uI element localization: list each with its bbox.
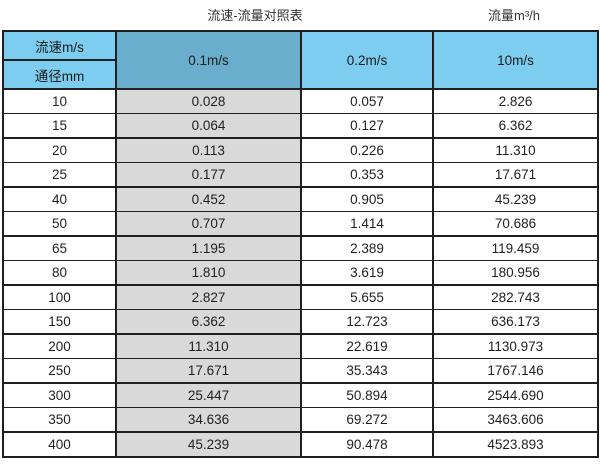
table-body: 10 0.028 0.057 2.826 15 0.064 0.127 6.36… bbox=[2, 88, 599, 458]
flow-value-0-1ms-cell: 11.310 bbox=[115, 333, 302, 359]
flow-value-0-1ms-cell: 2.827 bbox=[115, 284, 302, 310]
flow-value-10ms-cell: 1767.146 bbox=[432, 358, 599, 384]
table-row: 25 0.177 0.353 17.671 bbox=[2, 162, 599, 188]
flow-value-10ms-cell: 4523.893 bbox=[432, 431, 599, 458]
diameter-cell: 250 bbox=[2, 358, 117, 384]
column-header-0-1ms: 0.1m/s bbox=[115, 30, 302, 90]
flow-value-0-1ms-cell: 1.810 bbox=[115, 260, 302, 286]
title-bar: 流速-流量对照表 流量m³/h bbox=[0, 0, 600, 28]
flow-value-0-2ms-cell: 0.057 bbox=[300, 88, 434, 114]
flow-value-10ms-cell: 282.743 bbox=[432, 284, 599, 310]
header-row-top: 流速m/s 0.1m/s 0.2m/s 10m/s bbox=[2, 30, 599, 90]
table-row: 200 11.310 22.619 1130.973 bbox=[2, 333, 599, 359]
flow-value-10ms-cell: 119.459 bbox=[432, 235, 599, 261]
flow-value-0-2ms-cell: 69.272 bbox=[300, 407, 434, 433]
diameter-cell: 80 bbox=[2, 260, 117, 286]
flow-rate-table: 流速m/s 0.1m/s 0.2m/s 10m/s 通径mm 10 0.028 … bbox=[2, 30, 599, 458]
flow-value-10ms-cell: 17.671 bbox=[432, 162, 599, 188]
flow-value-0-1ms-cell: 0.177 bbox=[115, 162, 302, 188]
table-row: 400 45.239 90.478 4523.893 bbox=[2, 431, 599, 458]
diameter-cell: 20 bbox=[2, 137, 117, 163]
flow-value-0-1ms-cell: 1.195 bbox=[115, 235, 302, 261]
flow-value-0-2ms-cell: 0.905 bbox=[300, 186, 434, 212]
flow-value-0-1ms-cell: 34.636 bbox=[115, 407, 302, 433]
flow-value-10ms-cell: 1130.973 bbox=[432, 333, 599, 359]
column-header-0-2ms: 0.2m/s bbox=[300, 30, 434, 90]
flow-value-0-2ms-cell: 0.127 bbox=[300, 113, 434, 139]
table-row: 300 25.447 50.894 2544.690 bbox=[2, 382, 599, 408]
flow-value-10ms-cell: 2.826 bbox=[432, 88, 599, 114]
flow-value-0-2ms-cell: 0.226 bbox=[300, 137, 434, 163]
flow-value-0-1ms-cell: 0.707 bbox=[115, 211, 302, 237]
flow-value-0-1ms-cell: 0.452 bbox=[115, 186, 302, 212]
flow-value-0-2ms-cell: 22.619 bbox=[300, 333, 434, 359]
diameter-cell: 50 bbox=[2, 211, 117, 237]
flow-value-0-2ms-cell: 50.894 bbox=[300, 382, 434, 408]
flow-value-10ms-cell: 70.686 bbox=[432, 211, 599, 237]
flow-value-0-1ms-cell: 6.362 bbox=[115, 309, 302, 335]
diameter-cell: 300 bbox=[2, 382, 117, 408]
table-row: 250 17.671 35.343 1767.146 bbox=[2, 358, 599, 384]
table-row: 20 0.113 0.226 11.310 bbox=[2, 137, 599, 163]
flow-value-0-2ms-cell: 3.619 bbox=[300, 260, 434, 286]
flow-value-0-1ms-cell: 17.671 bbox=[115, 358, 302, 384]
flow-value-0-2ms-cell: 1.414 bbox=[300, 211, 434, 237]
flow-unit-label: 流量m³/h bbox=[487, 8, 541, 23]
table-row: 65 1.195 2.389 119.459 bbox=[2, 235, 599, 261]
flow-value-0-1ms-cell: 45.239 bbox=[115, 431, 302, 458]
table-row: 80 1.810 3.619 180.956 bbox=[2, 260, 599, 286]
flow-value-0-2ms-cell: 5.655 bbox=[300, 284, 434, 310]
flow-value-0-2ms-cell: 35.343 bbox=[300, 358, 434, 384]
flow-value-10ms-cell: 11.310 bbox=[432, 137, 599, 163]
flow-value-0-2ms-cell: 90.478 bbox=[300, 431, 434, 458]
diameter-cell: 100 bbox=[2, 284, 117, 310]
diameter-cell: 15 bbox=[2, 113, 117, 139]
flow-value-0-1ms-cell: 0.113 bbox=[115, 137, 302, 163]
flow-value-0-1ms-cell: 0.028 bbox=[115, 88, 302, 114]
flow-value-10ms-cell: 2544.690 bbox=[432, 382, 599, 408]
corner-cell-diameter: 通径mm bbox=[2, 59, 117, 90]
flow-value-0-1ms-cell: 25.447 bbox=[115, 382, 302, 408]
table-row: 15 0.064 0.127 6.362 bbox=[2, 113, 599, 139]
table-header: 流速m/s 0.1m/s 0.2m/s 10m/s 通径mm bbox=[2, 30, 599, 90]
table-row: 10 0.028 0.057 2.826 bbox=[2, 88, 599, 114]
column-header-10ms: 10m/s bbox=[432, 30, 599, 90]
flow-value-0-2ms-cell: 12.723 bbox=[300, 309, 434, 335]
flow-value-10ms-cell: 636.173 bbox=[432, 309, 599, 335]
flow-value-0-2ms-cell: 0.353 bbox=[300, 162, 434, 188]
diameter-cell: 400 bbox=[2, 431, 117, 458]
flow-value-10ms-cell: 45.239 bbox=[432, 186, 599, 212]
diameter-cell: 40 bbox=[2, 186, 117, 212]
flow-value-10ms-cell: 3463.606 bbox=[432, 407, 599, 433]
diameter-cell: 65 bbox=[2, 235, 117, 261]
flow-value-0-2ms-cell: 2.389 bbox=[300, 235, 434, 261]
diameter-cell: 350 bbox=[2, 407, 117, 433]
corner-cell-velocity: 流速m/s bbox=[2, 30, 117, 61]
diameter-cell: 200 bbox=[2, 333, 117, 359]
diameter-cell: 10 bbox=[2, 88, 117, 114]
diameter-cell: 25 bbox=[2, 162, 117, 188]
diameter-cell: 150 bbox=[2, 309, 117, 335]
table-row: 350 34.636 69.272 3463.606 bbox=[2, 407, 599, 433]
table-row: 50 0.707 1.414 70.686 bbox=[2, 211, 599, 237]
page-title: 流速-流量对照表 bbox=[207, 8, 303, 23]
flow-value-10ms-cell: 6.362 bbox=[432, 113, 599, 139]
flow-value-0-1ms-cell: 0.064 bbox=[115, 113, 302, 139]
table-row: 150 6.362 12.723 636.173 bbox=[2, 309, 599, 335]
table-row: 100 2.827 5.655 282.743 bbox=[2, 284, 599, 310]
table-row: 40 0.452 0.905 45.239 bbox=[2, 186, 599, 212]
flow-value-10ms-cell: 180.956 bbox=[432, 260, 599, 286]
